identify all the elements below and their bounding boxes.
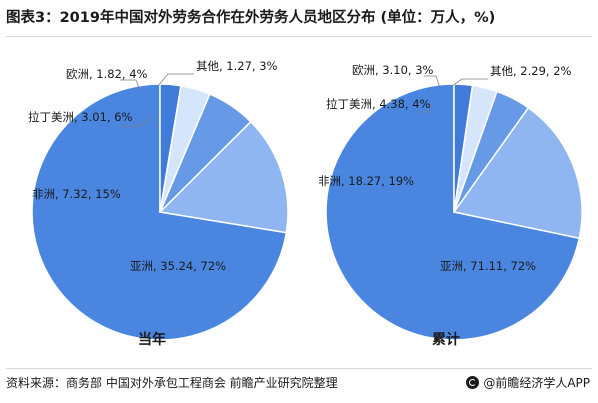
label-leader-line xyxy=(120,117,151,127)
slice-data-label: 欧洲, 3.10, 3% xyxy=(352,63,434,77)
pie-chart-title: 累计 xyxy=(432,331,460,348)
footer-divider xyxy=(6,368,592,369)
slice-data-label: 非洲, 7.32, 15% xyxy=(32,187,121,201)
label-leader-line xyxy=(424,75,441,89)
label-leader-line xyxy=(451,78,488,87)
pie-slice xyxy=(452,106,583,240)
brand-credit: @前瞻经济学人APP xyxy=(466,374,590,391)
pie-slice xyxy=(453,83,474,213)
label-leader-line xyxy=(418,103,433,113)
brand-text: @前瞻经济学人APP xyxy=(483,376,590,390)
chart-title: 图表3：2019年中国对外劳务合作在外劳务人员地区分布 (单位：万人，%) xyxy=(6,10,496,26)
label-leader-line xyxy=(157,73,194,87)
pie-slice xyxy=(325,83,581,341)
label-leader-line xyxy=(120,79,141,91)
qianzhan-logo-icon xyxy=(466,376,480,389)
source-note: 资料来源：商务部 中国对外承包工程商会 前瞻产业研究院整理 xyxy=(6,376,338,390)
slice-data-label: 欧洲, 1.82, 4% xyxy=(66,67,148,81)
slice-data-label: 亚洲, 35.24, 72% xyxy=(130,259,226,273)
slice-data-label: 非洲, 18.27, 19% xyxy=(318,174,414,188)
pie-chart-cumulative: 亚洲, 71.11, 72% 非洲, 18.27, 19% 拉丁美洲, 4.38, … xyxy=(318,63,583,348)
slice-data-label: 亚洲, 71.11, 72% xyxy=(440,259,536,273)
slice-data-label: 其他, 1.27, 3% xyxy=(196,59,278,73)
pie-chart-title: 当年 xyxy=(138,331,166,348)
pie-chart-annual: 亚洲, 35.24, 72% 非洲, 7.32, 15% 拉丁美洲, 3.01, 6… xyxy=(28,59,289,348)
slice-data-label: 其他, 2.29, 2% xyxy=(490,64,572,78)
slice-data-label: 拉丁美洲, 4.38, 4% xyxy=(326,97,431,111)
slice-data-label: 拉丁美洲, 3.01, 6% xyxy=(28,110,133,124)
pie-slice xyxy=(158,120,289,234)
title-divider xyxy=(6,36,592,37)
